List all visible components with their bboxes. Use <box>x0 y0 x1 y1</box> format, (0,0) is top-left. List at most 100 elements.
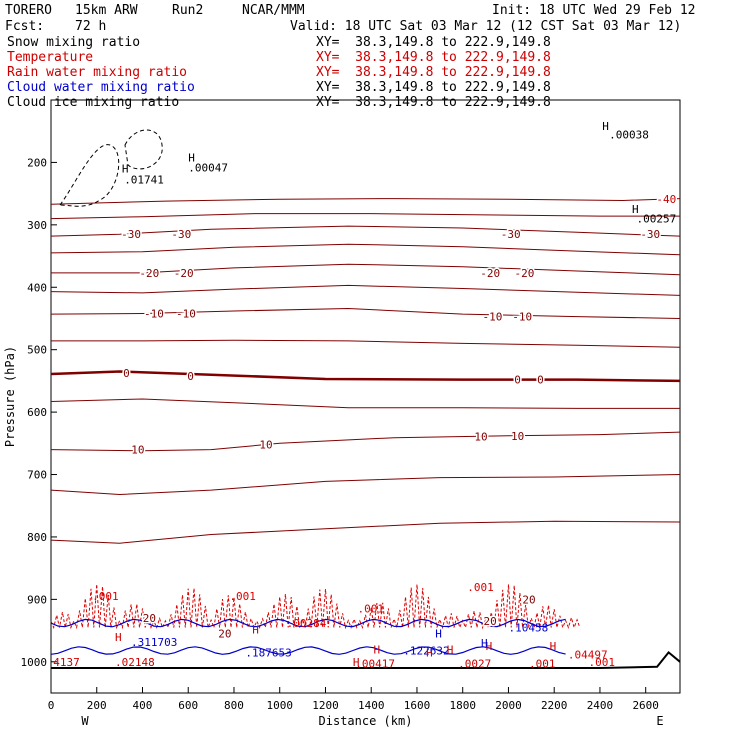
y-tick-label: 700 <box>27 469 47 482</box>
isotherm-label: -10 <box>176 307 196 320</box>
isotherm-line <box>51 339 681 348</box>
rain-label: .001 <box>229 590 256 603</box>
rain-label: .04497 <box>568 648 608 661</box>
isotherm-label: 0 <box>537 374 544 387</box>
y-tick-label: 300 <box>27 219 47 232</box>
y-tick-label: 600 <box>27 406 47 419</box>
isotherm-label: 10 <box>511 430 524 443</box>
isotherm-label: 0 <box>514 374 521 387</box>
isotherm-line <box>50 307 681 319</box>
isotherm-label: 10 <box>259 439 272 452</box>
isotherm-line <box>50 431 681 452</box>
x-tick-label: 600 <box>178 699 198 712</box>
y-tick-label: 900 <box>27 593 47 606</box>
fcst-value: 72 h <box>75 19 107 34</box>
x-axis-label: Distance (km) <box>319 714 413 728</box>
x-tick-label: 200 <box>87 699 107 712</box>
max-marker: H <box>252 623 259 636</box>
isotherm-line <box>50 474 681 496</box>
isotherm-label: 20 <box>218 628 231 641</box>
y-tick-label: 1000 <box>21 656 48 669</box>
isotherm-label: -20 <box>174 267 194 280</box>
x-tick-label: 1000 <box>266 699 293 712</box>
surface-label: .02148 <box>115 656 155 669</box>
isotherm-label: 20 <box>522 593 535 606</box>
isotherm-label: -10 <box>144 307 164 320</box>
valid-time: Valid: 18 UTC Sat 03 Mar 12 (12 CST Sat … <box>290 19 682 34</box>
isotherm-label: -10 <box>512 311 532 324</box>
rain-label: .001 <box>92 590 119 603</box>
max-marker: H <box>550 640 557 653</box>
rain-label: .001 <box>467 581 494 594</box>
max-marker: H <box>188 151 195 164</box>
legend-field-name: Snow mixing ratio <box>7 35 141 50</box>
max-marker: H <box>481 637 488 650</box>
isotherm-label: 0 <box>123 367 130 380</box>
rain-label: .001 <box>357 603 384 616</box>
isotherm-line <box>50 284 681 296</box>
x-tick-label: 2600 <box>632 699 659 712</box>
legend-xy-range: XY= 38.3,149.8 to 222.9,149.8 <box>316 95 551 110</box>
isotherm-label: 0 <box>187 370 194 383</box>
legend-field-name: Cloud water mixing ratio <box>7 80 195 95</box>
model-name: TORERO <box>5 3 52 18</box>
plot-frame <box>50 99 681 694</box>
cloud-water-label: .311703 <box>131 636 177 649</box>
y-axis-label: Pressure (hPa) <box>3 346 17 447</box>
west-label: W <box>81 714 89 728</box>
x-tick-label: 0 <box>48 699 55 712</box>
max-marker: H <box>374 643 381 656</box>
max-marker: H <box>632 203 639 216</box>
isotherm-label: 10 <box>131 444 144 457</box>
y-tick-label: 500 <box>27 344 47 357</box>
x-tick-label: 400 <box>133 699 153 712</box>
cloud-water-label: .10458 <box>508 621 548 634</box>
legend-xy-range: XY= 38.3,149.8 to 222.9,149.8 <box>316 35 551 50</box>
ice-label: .01741 <box>124 173 164 186</box>
x-tick-label: 2200 <box>541 699 568 712</box>
isotherm-line <box>51 263 681 276</box>
legend-xy-range: XY= 38.3,149.8 to 222.9,149.8 <box>316 65 551 80</box>
max-marker: H <box>602 120 609 133</box>
isotherm-line <box>50 198 681 205</box>
ice-label: .00047 <box>188 161 228 174</box>
isotherm-label: -10 <box>483 311 503 324</box>
east-label: E <box>656 714 663 728</box>
max-marker: H <box>435 628 442 641</box>
isotherm-label: -20 <box>515 267 535 280</box>
isotherm-line <box>50 520 681 544</box>
ice-contour <box>124 129 163 170</box>
max-marker: H <box>122 163 129 176</box>
cloud-water-contour <box>50 618 566 628</box>
legend-field-name: Temperature <box>7 50 94 65</box>
init-time: Init: 18 UTC Wed 29 Feb 12 <box>492 3 696 18</box>
isotherm-label: 20 <box>484 615 497 628</box>
x-tick-label: 1400 <box>358 699 385 712</box>
isotherm-label: -30 <box>640 228 660 241</box>
rain-label: .001 <box>589 656 616 669</box>
legend-xy-range: XY= 38.3,149.8 to 222.9,149.8 <box>316 80 551 95</box>
isotherm-label: 10 <box>474 430 487 443</box>
max-marker: H <box>447 643 454 656</box>
isotherm-line <box>50 370 681 383</box>
model-resolution: 15km ARW <box>75 3 138 18</box>
rain-contour <box>50 584 581 630</box>
y-tick-label: 800 <box>27 531 47 544</box>
cloud-water-contour <box>50 646 566 655</box>
max-marker: H <box>426 646 433 659</box>
isotherm-line <box>50 243 681 256</box>
max-marker: H <box>115 631 122 644</box>
cloud-water-label: .187653 <box>245 646 291 659</box>
isotherm-label: -30 <box>501 228 521 241</box>
y-tick-label: 200 <box>27 156 47 169</box>
cloud-water-label: .122632 <box>403 645 449 658</box>
isotherm-label: -30 <box>121 228 141 241</box>
ice-label: .00038 <box>609 128 649 141</box>
x-tick-label: 2400 <box>587 699 614 712</box>
surface-label: .0027 <box>458 658 491 671</box>
x-tick-label: 2000 <box>495 699 522 712</box>
isotherm-line <box>50 398 680 409</box>
surface-label: .001 <box>529 658 556 671</box>
isotherm-line <box>50 213 680 220</box>
ice-label: .00257 <box>637 213 677 226</box>
